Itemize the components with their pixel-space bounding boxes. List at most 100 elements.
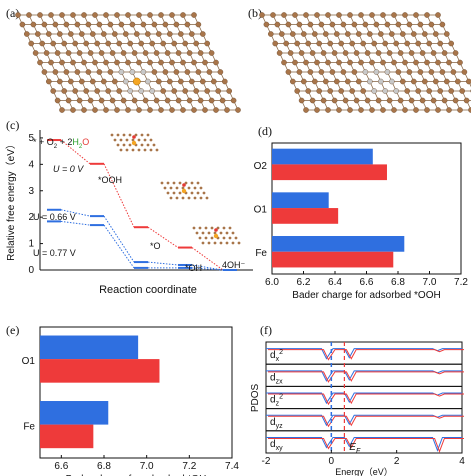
adsorbate-lattice-atom (213, 231, 217, 235)
lattice-atom (204, 40, 210, 47)
lattice-atom (188, 78, 195, 85)
lattice-atom (169, 107, 175, 113)
lattice-atom (61, 88, 67, 94)
ytick-label-c: 0 (28, 265, 34, 276)
lattice-atom (81, 107, 87, 113)
lattice-atom (336, 12, 342, 18)
lattice-atom (57, 78, 63, 85)
lattice-atom (188, 31, 195, 37)
lattice-atom (197, 50, 204, 56)
lattice-atom (421, 31, 428, 37)
lattice-atom (399, 31, 406, 37)
adsorbate-lattice-atom (205, 196, 209, 200)
ytick-label-c: 2 (28, 212, 34, 223)
lattice-atom (353, 50, 360, 56)
lattice-atom (147, 59, 153, 66)
orbital-label: dzx (270, 372, 283, 385)
adsorbate-lattice-atom (137, 148, 141, 152)
lattice-atom (125, 12, 131, 18)
lattice-atom (136, 12, 142, 18)
lattice-atom (391, 59, 397, 66)
lattice-atom (463, 97, 470, 104)
oxygen-adsorbate (214, 228, 218, 232)
lattice-atom (83, 40, 89, 47)
xtick-label-f: 2 (394, 456, 400, 467)
lattice-atom (303, 107, 309, 113)
lattice-atom (195, 69, 202, 75)
lattice-atom (439, 69, 446, 75)
pdos-curve (268, 415, 464, 428)
lattice-atom (276, 50, 283, 56)
lattice-atom (424, 107, 430, 113)
lattice-atom (362, 69, 369, 75)
lattice-atom (303, 59, 309, 66)
lattice-atom (419, 97, 426, 104)
lattice-atom (131, 97, 138, 104)
lattice-atom (123, 78, 129, 85)
lattice-atom (160, 40, 166, 47)
adsorbate-lattice-atom (199, 196, 203, 200)
adsorbate-lattice-atom (187, 196, 191, 200)
lattice-atom (377, 31, 384, 37)
lattice-atom (191, 107, 197, 113)
lattice-atom (340, 69, 347, 75)
lattice-atom (191, 12, 197, 18)
lattice-atom (325, 12, 331, 18)
pdos-curve (268, 371, 464, 383)
bar (272, 208, 339, 224)
lattice-atom (371, 40, 378, 47)
xtick-label: 6.8 (391, 277, 405, 288)
graphene-lattice-b (259, 12, 471, 113)
lattice-atom (39, 40, 46, 47)
lattice-atom (37, 59, 43, 66)
lattice-atom (81, 12, 87, 18)
lattice-atom (417, 69, 424, 75)
lattice-atom (74, 69, 81, 75)
lattice-atom (386, 97, 393, 104)
adsorbate-lattice-atom (140, 143, 144, 147)
adsorbate-lattice-atom (237, 241, 241, 245)
lattice-atom (61, 40, 67, 47)
fermi-label: EF (349, 442, 361, 455)
oh-label: *OH (185, 263, 202, 273)
lattice-atom (52, 69, 59, 75)
lattice-atom (175, 50, 182, 56)
adsorbate-lattice-atom (125, 138, 129, 142)
lattice-atom (116, 88, 122, 94)
lattice-atom (419, 50, 426, 56)
lattice-atom (267, 31, 274, 37)
pdos-curve (266, 436, 462, 452)
lattice-atom (98, 97, 105, 104)
adsorbate-lattice-atom (155, 148, 159, 152)
pdos-row-frame (265, 341, 463, 365)
lattice-atom (344, 78, 351, 85)
lattice-atom (355, 78, 362, 85)
adsorbate-lattice-atom (196, 181, 200, 185)
lattice-atom (406, 69, 413, 75)
lattice-atom (325, 59, 331, 66)
lattice-atom (171, 40, 177, 47)
pdos-curve (266, 348, 462, 360)
lattice-atom (197, 97, 204, 104)
lattice-atom (408, 50, 415, 56)
xtick-label: 6.4 (328, 277, 342, 288)
lattice-atom (331, 97, 338, 104)
plot-frame (39, 326, 233, 459)
adsorbate-lattice-atom (204, 236, 208, 240)
energy-connector (60, 209, 91, 217)
lattice-atom (136, 59, 142, 66)
lattice-atom (408, 97, 415, 104)
lattice-atom (96, 69, 103, 75)
xtick-label: 6.6 (360, 277, 374, 288)
lattice-atom (432, 78, 439, 85)
lattice-atom (386, 50, 393, 56)
xlabel-c: Reaction coordinate (99, 284, 197, 296)
lattice-atom (289, 31, 296, 37)
lattice-atom (35, 31, 41, 37)
category-label: O1 (22, 356, 36, 367)
lattice-atom (15, 12, 21, 18)
adsorbate-lattice-atom (146, 133, 150, 137)
lattice-atom (274, 21, 281, 28)
orbital-label: dz2 (270, 394, 283, 408)
